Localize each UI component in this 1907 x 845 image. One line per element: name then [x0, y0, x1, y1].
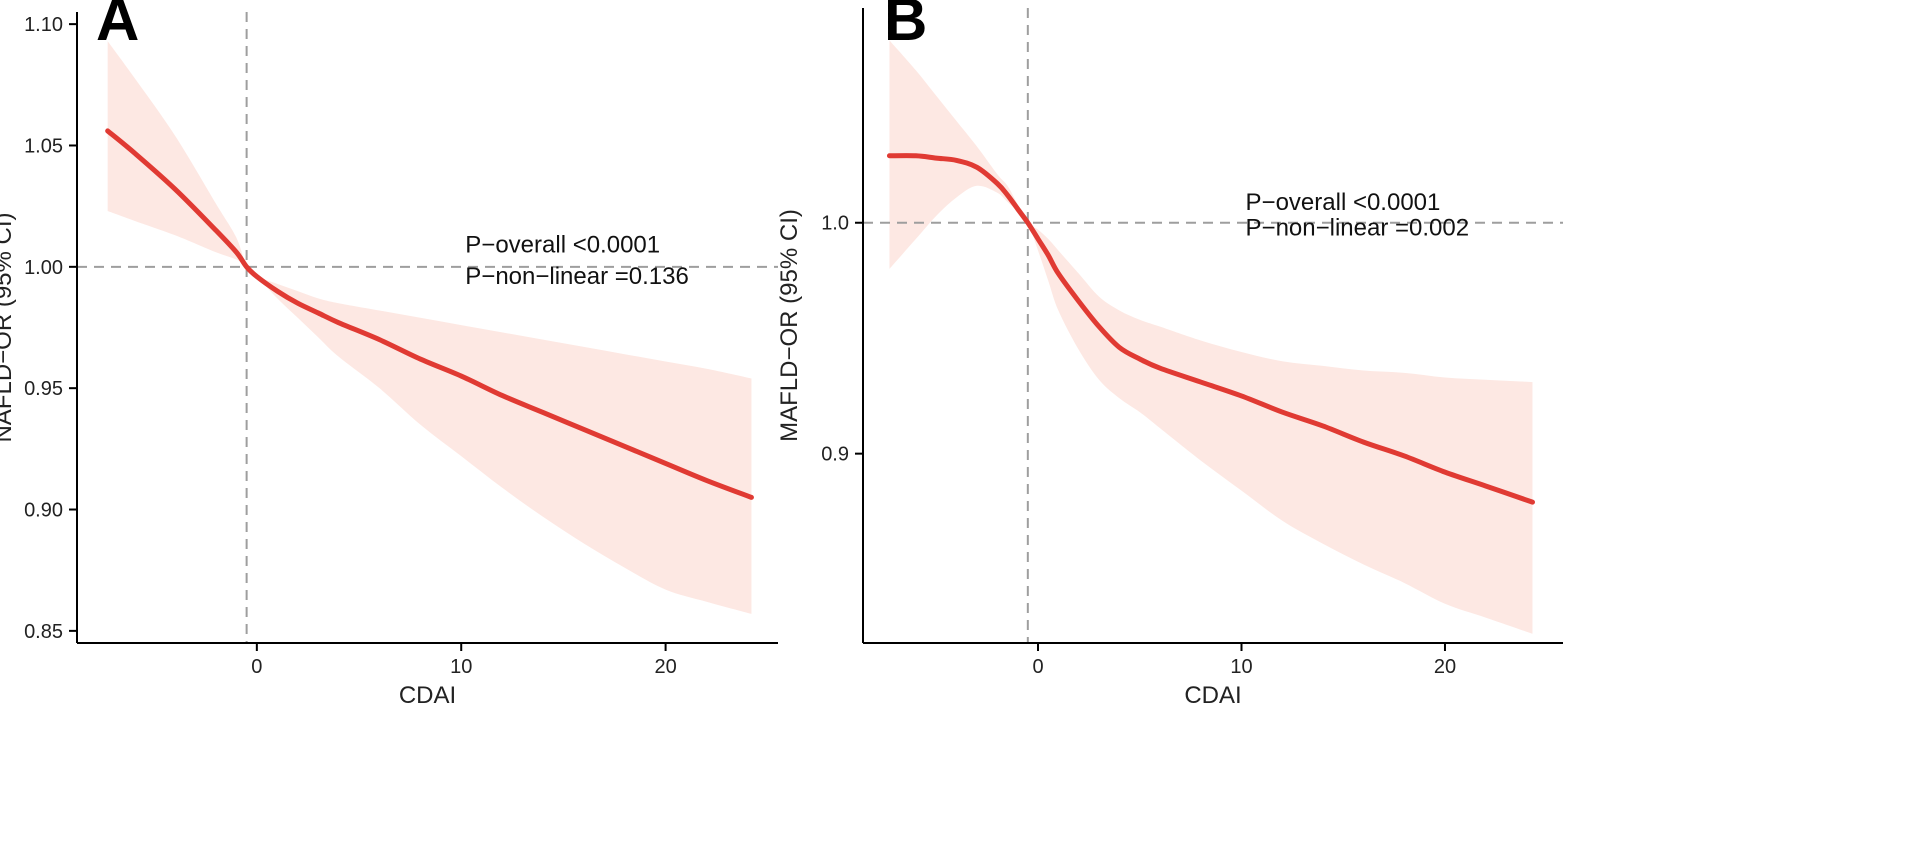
y-tick-label: 0.95 — [24, 378, 63, 400]
x-axis-title: CDAI — [399, 682, 456, 709]
y-ticks: 0.85 0.90 0.95 1.00 1.05 1.10 — [24, 14, 77, 643]
y-tick-label: 1.10 — [24, 14, 63, 36]
x-tick-label: 10 — [450, 656, 472, 678]
or-curve — [105, 128, 754, 500]
x-tick-label: 20 — [1434, 656, 1456, 678]
panel-a: 0.85 0.90 0.95 1.00 1.05 1.10 0 10 20 CDAI NAFL… — [0, 0, 778, 709]
y-tick-label: 0.85 — [24, 621, 63, 643]
p-nonlinear-annotation: P−non−linear =0.002 — [1246, 214, 1470, 241]
x-ticks: 0 10 20 — [251, 643, 677, 678]
y-axis-title: NAFLD−OR (95% CI) — [0, 212, 17, 442]
y-tick-label: 1.00 — [24, 257, 63, 279]
x-tick-label: 20 — [654, 656, 676, 678]
x-axis-title: CDAI — [1184, 682, 1241, 709]
p-overall-annotation: P−overall <0.0001 — [465, 231, 660, 258]
panel-b: 0.9 1.0 0 10 20 CDAI MAFLD−OR (95% CI) P−ov… — [776, 0, 1563, 709]
y-tick-label: 1.0 — [821, 213, 849, 235]
ci-band — [107, 41, 752, 614]
x-tick-label: 0 — [251, 656, 262, 678]
x-tick-label: 10 — [1230, 656, 1252, 678]
ci-band — [889, 40, 1533, 634]
x-ticks: 0 10 20 — [1032, 643, 1456, 678]
panel-label: B — [884, 0, 927, 53]
y-tick-label: 1.05 — [24, 135, 63, 157]
y-axis-title: MAFLD−OR (95% CI) — [776, 209, 803, 442]
y-ticks: 0.9 1.0 — [821, 213, 863, 466]
y-tick-label: 0.9 — [821, 444, 849, 466]
x-tick-label: 0 — [1032, 656, 1043, 678]
y-tick-label: 0.90 — [24, 500, 63, 522]
p-nonlinear-annotation: P−non−linear =0.136 — [465, 263, 689, 290]
panel-label: A — [96, 0, 139, 53]
or-curve — [886, 153, 1535, 505]
p-overall-annotation: P−overall <0.0001 — [1246, 189, 1441, 216]
